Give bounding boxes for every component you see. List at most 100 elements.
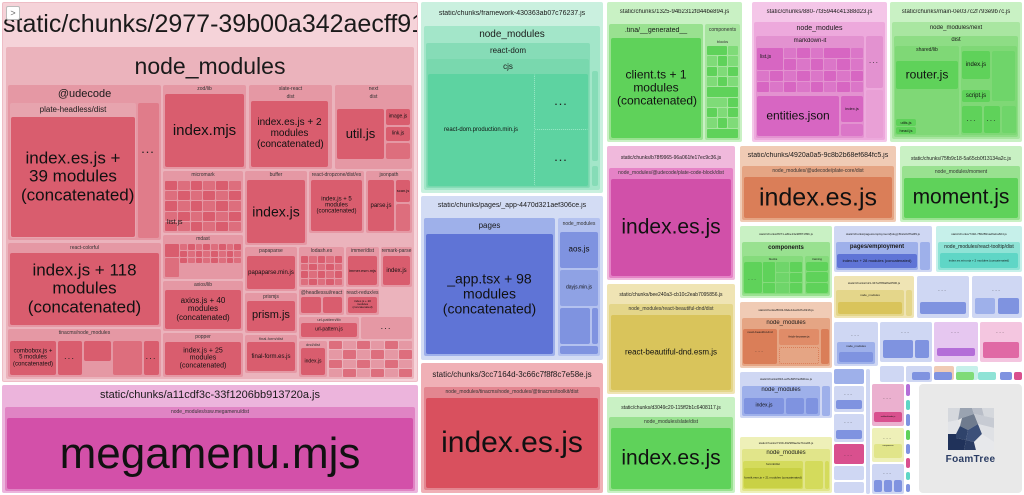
chunk-small[interactable]: ... webfontloader.js xyxy=(872,384,904,426)
chunk-tiny[interactable] xyxy=(906,444,910,454)
folder-zod[interactable]: zod/lib index.mjs xyxy=(163,85,246,169)
module-other[interactable]: ... xyxy=(58,341,82,375)
folder-react-redux[interactable]: react-redux/es index.js + 20 modules (co… xyxy=(346,289,379,315)
folder-remark-parse[interactable]: remark-parse index.js xyxy=(381,247,412,287)
module-index[interactable]: index.js xyxy=(841,96,863,122)
folder-node-modules[interactable]: node_modules aos.js dayjs.min.js xyxy=(558,218,600,356)
folder-react-dropzone[interactable]: react-dropzone/dist/es index.js + 5 modu… xyxy=(309,171,364,233)
folder-react-beautiful-dnd[interactable]: node_modules/react-beautiful-dnd/dist re… xyxy=(609,304,733,392)
folder-other[interactable] xyxy=(592,166,598,186)
module-other[interactable] xyxy=(920,302,966,314)
module-other[interactable] xyxy=(301,297,321,313)
module-next-image[interactable]: image.js xyxy=(386,109,410,125)
folder-blocks[interactable]: blocks ... xyxy=(743,256,803,294)
module-final-form[interactable]: final-form.es.js xyxy=(247,342,295,371)
module-other[interactable]: ... xyxy=(361,317,412,339)
folder-immer[interactable]: immer/dist immer.esm.mjs xyxy=(346,247,379,287)
module-fetch[interactable]: fetch-browser.js xyxy=(779,329,819,345)
folder-other[interactable] xyxy=(866,90,883,138)
chunk-b78f9965[interactable]: static/chunks/b78f9965-96a061fe17ec9c36.… xyxy=(607,146,735,280)
module-popper[interactable]: index.js + 25 modules (concatenated) xyxy=(165,342,241,375)
module-next-link[interactable]: link.js xyxy=(386,127,410,141)
folder-papaparse[interactable]: papaparse papaparse.min.js xyxy=(245,247,297,291)
module-dnd-index[interactable]: index.js xyxy=(301,348,325,375)
chunk-tiny[interactable] xyxy=(906,472,910,480)
chunk-small[interactable] xyxy=(834,369,864,384)
module-react-dropzone-index[interactable]: index.js + 5 modules (concatenated) xyxy=(311,180,362,231)
folder-plate-core[interactable]: node_modules/@udecode/plate-core/dist in… xyxy=(742,166,894,220)
chunk-small[interactable]: ... xyxy=(834,444,864,464)
chunk-tiny[interactable] xyxy=(906,400,910,410)
chunk-7169[interactable]: static/chunks/7169-4929f8ae9e7bca06.js n… xyxy=(740,437,832,493)
folder-megamenu-dist[interactable]: node_modules/ssw.megamenu/dist megamenu.… xyxy=(5,407,415,491)
chunk-4920a0a5[interactable]: static/chunks/4920a0a5-9c8b2b68ef684fc5.… xyxy=(740,146,896,222)
module-other[interactable] xyxy=(836,400,862,409)
module-immer-esm[interactable]: immer.esm.mjs xyxy=(348,256,377,285)
module-react-tooltip-index[interactable]: index.es.min.mjs + 2 modules (concatenat… xyxy=(940,253,1018,268)
module-react-colorful-index[interactable]: index.js + 118 modules (concatenated) xyxy=(10,253,159,325)
module-other[interactable] xyxy=(786,398,804,414)
chunk-880[interactable]: static/chunks/880-7f35944c41388d23.js no… xyxy=(752,2,887,142)
chunk-small[interactable]: ... xyxy=(834,414,864,442)
chunk-121[interactable]: static/chunks/121-347a7f89af6e6500.js no… xyxy=(834,276,914,318)
chunk-816[interactable]: static/chunks/816-ad7e8257ad84bce.js nod… xyxy=(740,372,832,418)
module-megamenu[interactable]: megamenu.mjs xyxy=(7,418,413,489)
chunk-small[interactable]: ... xyxy=(872,464,904,494)
module-other[interactable] xyxy=(806,262,828,271)
chunk-small[interactable] xyxy=(834,466,864,480)
chunk-tiny[interactable] xyxy=(956,372,974,380)
chunk-75fb9c18[interactable]: static/chunks/75fb9c18-5a65cb0f13134a2c.… xyxy=(900,146,1022,222)
folder-tinacms-toolkit[interactable]: node_modules/tinacms/node_modules/@tinac… xyxy=(424,387,600,490)
chunk-7492[interactable]: static/chunks/7492-7862891ad6eba604.js n… xyxy=(936,226,1022,272)
module-other[interactable] xyxy=(992,51,1015,101)
chunk-d3049c20[interactable]: static/chunks/d3049c20-115ff2b1c6408117.… xyxy=(607,397,735,493)
chunk-tiny[interactable] xyxy=(1014,372,1022,380)
module-client-ts[interactable]: client.ts + 1 modules (concatenated) xyxy=(611,38,701,138)
module-aos[interactable]: aos.js xyxy=(560,232,598,268)
folder-axios[interactable]: axios/lib axios.js + 40 modules (concate… xyxy=(163,281,243,331)
module-react-dom-production[interactable]: react-dom.production.min.js ... ... xyxy=(428,74,588,186)
chunk-tiny[interactable] xyxy=(978,372,996,380)
chunk-tiny[interactable] xyxy=(912,372,930,380)
folder-slate-dist[interactable]: node_modules/slate/dist index.es.js xyxy=(609,417,733,491)
module-other[interactable] xyxy=(884,480,892,492)
folder-final-form[interactable]: final-form/dist final-form.es.js xyxy=(245,335,297,373)
module-entities-json[interactable]: entities.json xyxy=(757,96,839,136)
module-other[interactable] xyxy=(839,352,873,362)
module-other[interactable] xyxy=(937,348,975,356)
module-index[interactable]: index.js xyxy=(744,398,784,414)
folder-node-modules[interactable]: node_modules index.js xyxy=(742,386,820,416)
module-head[interactable]: head.js xyxy=(896,127,916,134)
module-slate-react-index[interactable]: index.es.js + 2 modules (concatenated) xyxy=(251,101,328,167)
chunk-small[interactable]: ... xyxy=(972,276,1022,318)
module-other[interactable]: ... xyxy=(962,106,982,133)
module-other[interactable] xyxy=(841,124,863,136)
module-employment-index[interactable]: index.tsx + 28 modules (concatenated) xyxy=(837,254,917,268)
chunk-bee240a3[interactable]: static/chunks/bee240a3-cb10c2eab7095856.… xyxy=(607,284,735,394)
module-buffer-index[interactable]: index.js xyxy=(247,180,305,243)
chunk-small[interactable] xyxy=(866,369,870,494)
folder-react-dom[interactable]: react-dom cjs react-dom.production.min.j… xyxy=(426,43,590,188)
folder-moment[interactable]: node_modules/moment moment.js xyxy=(902,166,1020,220)
folder-react-tooltip[interactable]: node_modules/react-tooltip/dist index.es… xyxy=(938,242,1020,270)
folder-react-beautiful[interactable]: react-beautiful-dnd ... xyxy=(743,329,777,364)
folder-tinacms-node-modules[interactable]: tinacms/node_modules combobox.js + 5 mod… xyxy=(8,329,161,377)
module-other[interactable] xyxy=(825,461,829,489)
folder-client[interactable]: index.js script.js ... ... xyxy=(961,46,1017,135)
folder-node-modules[interactable]: node_modules xyxy=(837,342,875,364)
folder-other[interactable] xyxy=(592,71,598,161)
folder-node-modules[interactable]: node_modules formik/dist formik.esm.js +… xyxy=(742,449,830,491)
module-webfontloader[interactable]: webfontloader.js xyxy=(874,412,902,422)
chunk-tiny[interactable] xyxy=(906,384,910,396)
module-other[interactable] xyxy=(560,308,590,344)
module-other[interactable] xyxy=(874,480,882,492)
chunk-small[interactable] xyxy=(834,482,864,493)
module-other[interactable]: ... xyxy=(534,74,588,130)
chunk-tiny[interactable] xyxy=(906,484,910,492)
folder-components[interactable]: components blocks xyxy=(705,24,740,140)
folder-react-colorful[interactable]: react-colorful index.js + 118 modules (c… xyxy=(8,243,161,327)
folder-slate-react[interactable]: slate-react dist index.es.js + 2 modules… xyxy=(249,85,332,169)
module-other[interactable] xyxy=(779,347,819,364)
chunk-small[interactable]: ... xyxy=(917,276,969,318)
